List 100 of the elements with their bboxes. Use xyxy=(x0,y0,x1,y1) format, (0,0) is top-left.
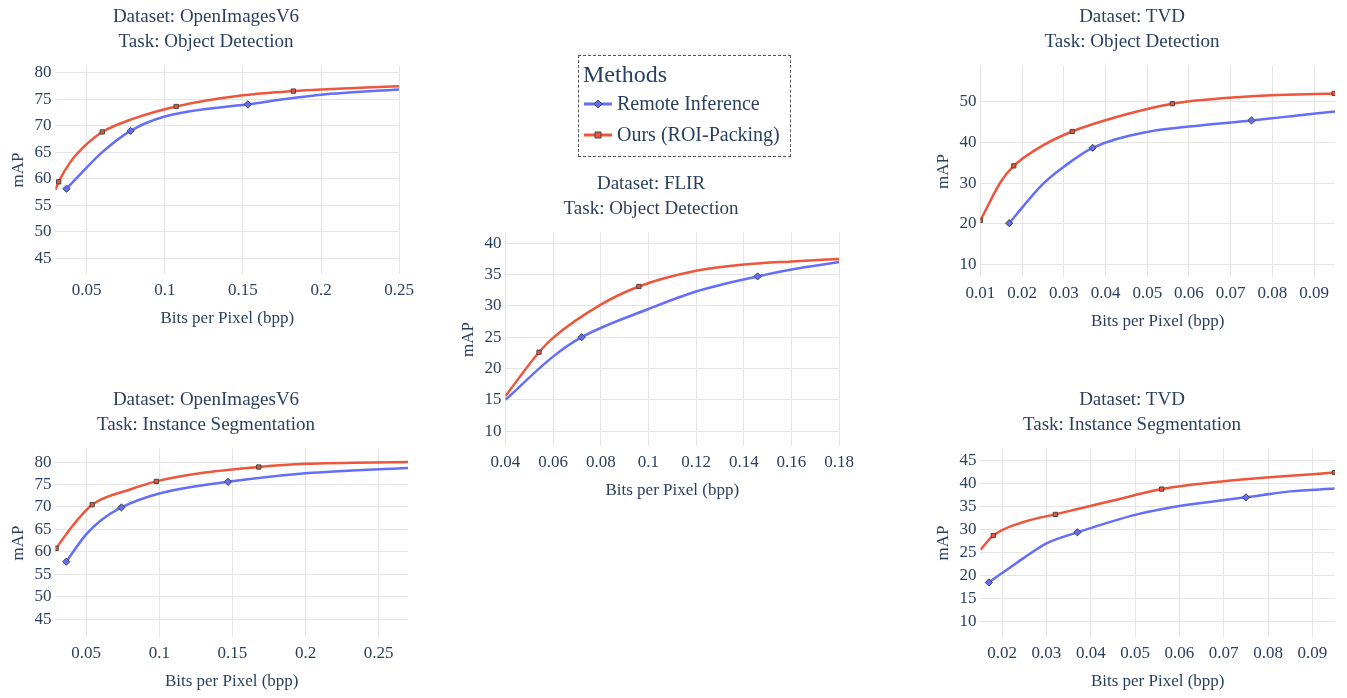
point xyxy=(984,578,993,587)
x-tick-label: 0.09 xyxy=(1299,282,1330,302)
y-tick-label: 55 xyxy=(34,563,52,583)
point xyxy=(89,502,95,508)
x-tick-label: 0.02 xyxy=(987,642,1017,662)
point xyxy=(536,349,542,355)
x-tick-label: 0.03 xyxy=(1048,282,1079,302)
point xyxy=(290,88,296,94)
y-tick-label: 45 xyxy=(34,608,52,628)
x-tick-label: 0.16 xyxy=(776,451,807,471)
x-tick-label: 0.12 xyxy=(681,451,711,471)
x-tick-label: 0.2 xyxy=(294,642,317,662)
y-tick-label: 70 xyxy=(34,115,52,135)
point xyxy=(1005,219,1014,228)
x-tick-label: 0.06 xyxy=(1174,282,1204,302)
point xyxy=(99,129,105,135)
point xyxy=(1088,143,1097,152)
y-tick-label: 10 xyxy=(959,254,977,274)
y-tick-label: 80 xyxy=(34,451,52,471)
x-axis-title: Bits per Pixel (bpp) xyxy=(605,480,740,500)
x-tick-label: 0.05 xyxy=(71,279,102,299)
chart-title: Dataset: OpenImagesV6 xyxy=(112,388,300,410)
x-tick-label: 0.05 xyxy=(1120,642,1150,662)
x-tick-label: 0.01 xyxy=(965,282,996,302)
point xyxy=(62,557,71,566)
point xyxy=(577,333,586,342)
y-tick-label: 65 xyxy=(34,141,52,161)
point xyxy=(1241,493,1251,502)
x-axis-title: Bits per Pixel (bpp) xyxy=(1090,311,1225,331)
y-tick-label: 15 xyxy=(959,587,977,607)
point xyxy=(173,103,179,110)
point xyxy=(223,477,233,486)
chart-title: Dataset: TVD xyxy=(1079,5,1185,27)
y-tick-label: 50 xyxy=(34,586,52,606)
y-tick-label: 20 xyxy=(484,358,502,377)
y-tick-label: 30 xyxy=(959,172,977,192)
y-tick-label: 40 xyxy=(959,131,977,151)
legend-title: Methods xyxy=(583,60,668,88)
x-tick-label: 0.04 xyxy=(490,451,521,471)
y-tick-label: 40 xyxy=(484,232,502,252)
point xyxy=(126,126,135,135)
point xyxy=(62,184,71,193)
x-tick-label: 0.15 xyxy=(217,642,248,662)
x-tick-label: 0.07 xyxy=(1215,282,1247,302)
x-tick-label: 0.04 xyxy=(1090,282,1121,302)
y-tick-label: 35 xyxy=(484,264,502,284)
y-tick-label: 50 xyxy=(959,90,977,110)
y-tick-label: 25 xyxy=(484,326,502,346)
y-tick-label: 45 xyxy=(34,247,52,267)
x-tick-label: 0.09 xyxy=(1297,642,1328,662)
y-tick-label: 50 xyxy=(34,221,52,241)
x-tick-label: 0.25 xyxy=(384,279,414,299)
chart-subtitle: Task: Object Detection xyxy=(563,197,739,219)
x-tick-label: 0.25 xyxy=(363,642,394,662)
y-tick-label: 70 xyxy=(34,496,52,516)
point xyxy=(1073,528,1082,537)
x-tick-label: 0.08 xyxy=(1257,282,1288,302)
x-tick-label: 0.04 xyxy=(1075,642,1107,662)
x-tick-label: 0.14 xyxy=(728,451,760,471)
point xyxy=(1052,511,1058,517)
chart-subtitle: Task: Object Detection xyxy=(1044,30,1220,52)
x-tick-label: 0.07 xyxy=(1208,642,1240,662)
y-tick-label: 10 xyxy=(484,420,502,440)
y-axis-title: mAP xyxy=(7,525,27,561)
x-tick-label: 0.2 xyxy=(310,279,332,299)
x-tick-label: 0.05 xyxy=(71,642,101,662)
y-tick-label: 20 xyxy=(959,564,977,584)
point xyxy=(1169,101,1175,107)
y-tick-label: 60 xyxy=(34,541,52,561)
y-tick-label: 10 xyxy=(959,610,977,630)
chart-subtitle: Task: Instance Segmentation xyxy=(96,413,316,435)
point xyxy=(243,100,252,109)
y-axis-title: mAP xyxy=(457,321,477,357)
point xyxy=(1159,486,1165,492)
point xyxy=(990,532,996,539)
point xyxy=(753,272,762,281)
point xyxy=(1069,128,1075,135)
y-axis-title: mAP xyxy=(7,152,27,188)
x-tick-label: 0.18 xyxy=(824,451,854,471)
point xyxy=(1247,116,1256,125)
y-tick-label: 30 xyxy=(484,295,502,315)
y-tick-label: 25 xyxy=(959,541,977,561)
x-tick-label: 0.05 xyxy=(1132,282,1163,302)
point xyxy=(256,464,262,470)
y-tick-label: 15 xyxy=(484,389,502,409)
y-tick-label: 60 xyxy=(34,168,52,188)
y-axis-title: mAP xyxy=(932,525,952,561)
x-axis-title: Bits per Pixel (bpp) xyxy=(160,308,295,328)
y-tick-label: 45 xyxy=(959,449,977,469)
y-tick-label: 75 xyxy=(34,88,52,108)
x-tick-label: 0.03 xyxy=(1031,642,1062,662)
point xyxy=(1011,163,1017,169)
x-axis-title: Bits per Pixel (bpp) xyxy=(1090,671,1225,691)
y-tick-label: 55 xyxy=(34,194,52,214)
x-tick-label: 0.1 xyxy=(154,279,176,299)
y-axis-title: mAP xyxy=(932,153,952,189)
chart-title: Dataset: OpenImagesV6 xyxy=(112,5,300,27)
y-tick-label: 65 xyxy=(34,518,52,538)
legend-label: Remote Inference xyxy=(617,91,760,116)
point xyxy=(153,478,159,484)
